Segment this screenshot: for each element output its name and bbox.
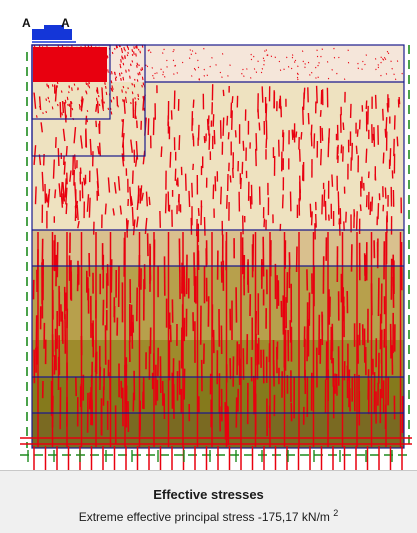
base-marks bbox=[20, 437, 412, 470]
fixities bbox=[20, 45, 412, 456]
caption-subtitle-unit-exponent: 2 bbox=[333, 508, 339, 518]
caption-title: Effective stresses bbox=[153, 487, 264, 502]
legend-caption: Effective stresses Extreme effective pri… bbox=[0, 470, 417, 533]
caption-subtitle: Extreme effective principal stress -175,… bbox=[0, 508, 417, 524]
model-view[interactable]: A A bbox=[0, 0, 417, 470]
distributed-load bbox=[32, 25, 76, 43]
caption-subtitle-text: Extreme effective principal stress -175,… bbox=[78, 510, 330, 524]
point-label-a-right: A bbox=[61, 16, 70, 30]
point-label-a-left: A bbox=[22, 16, 31, 30]
stress-concentration-zone bbox=[33, 47, 107, 82]
stress-plot[interactable]: A A bbox=[0, 0, 417, 470]
